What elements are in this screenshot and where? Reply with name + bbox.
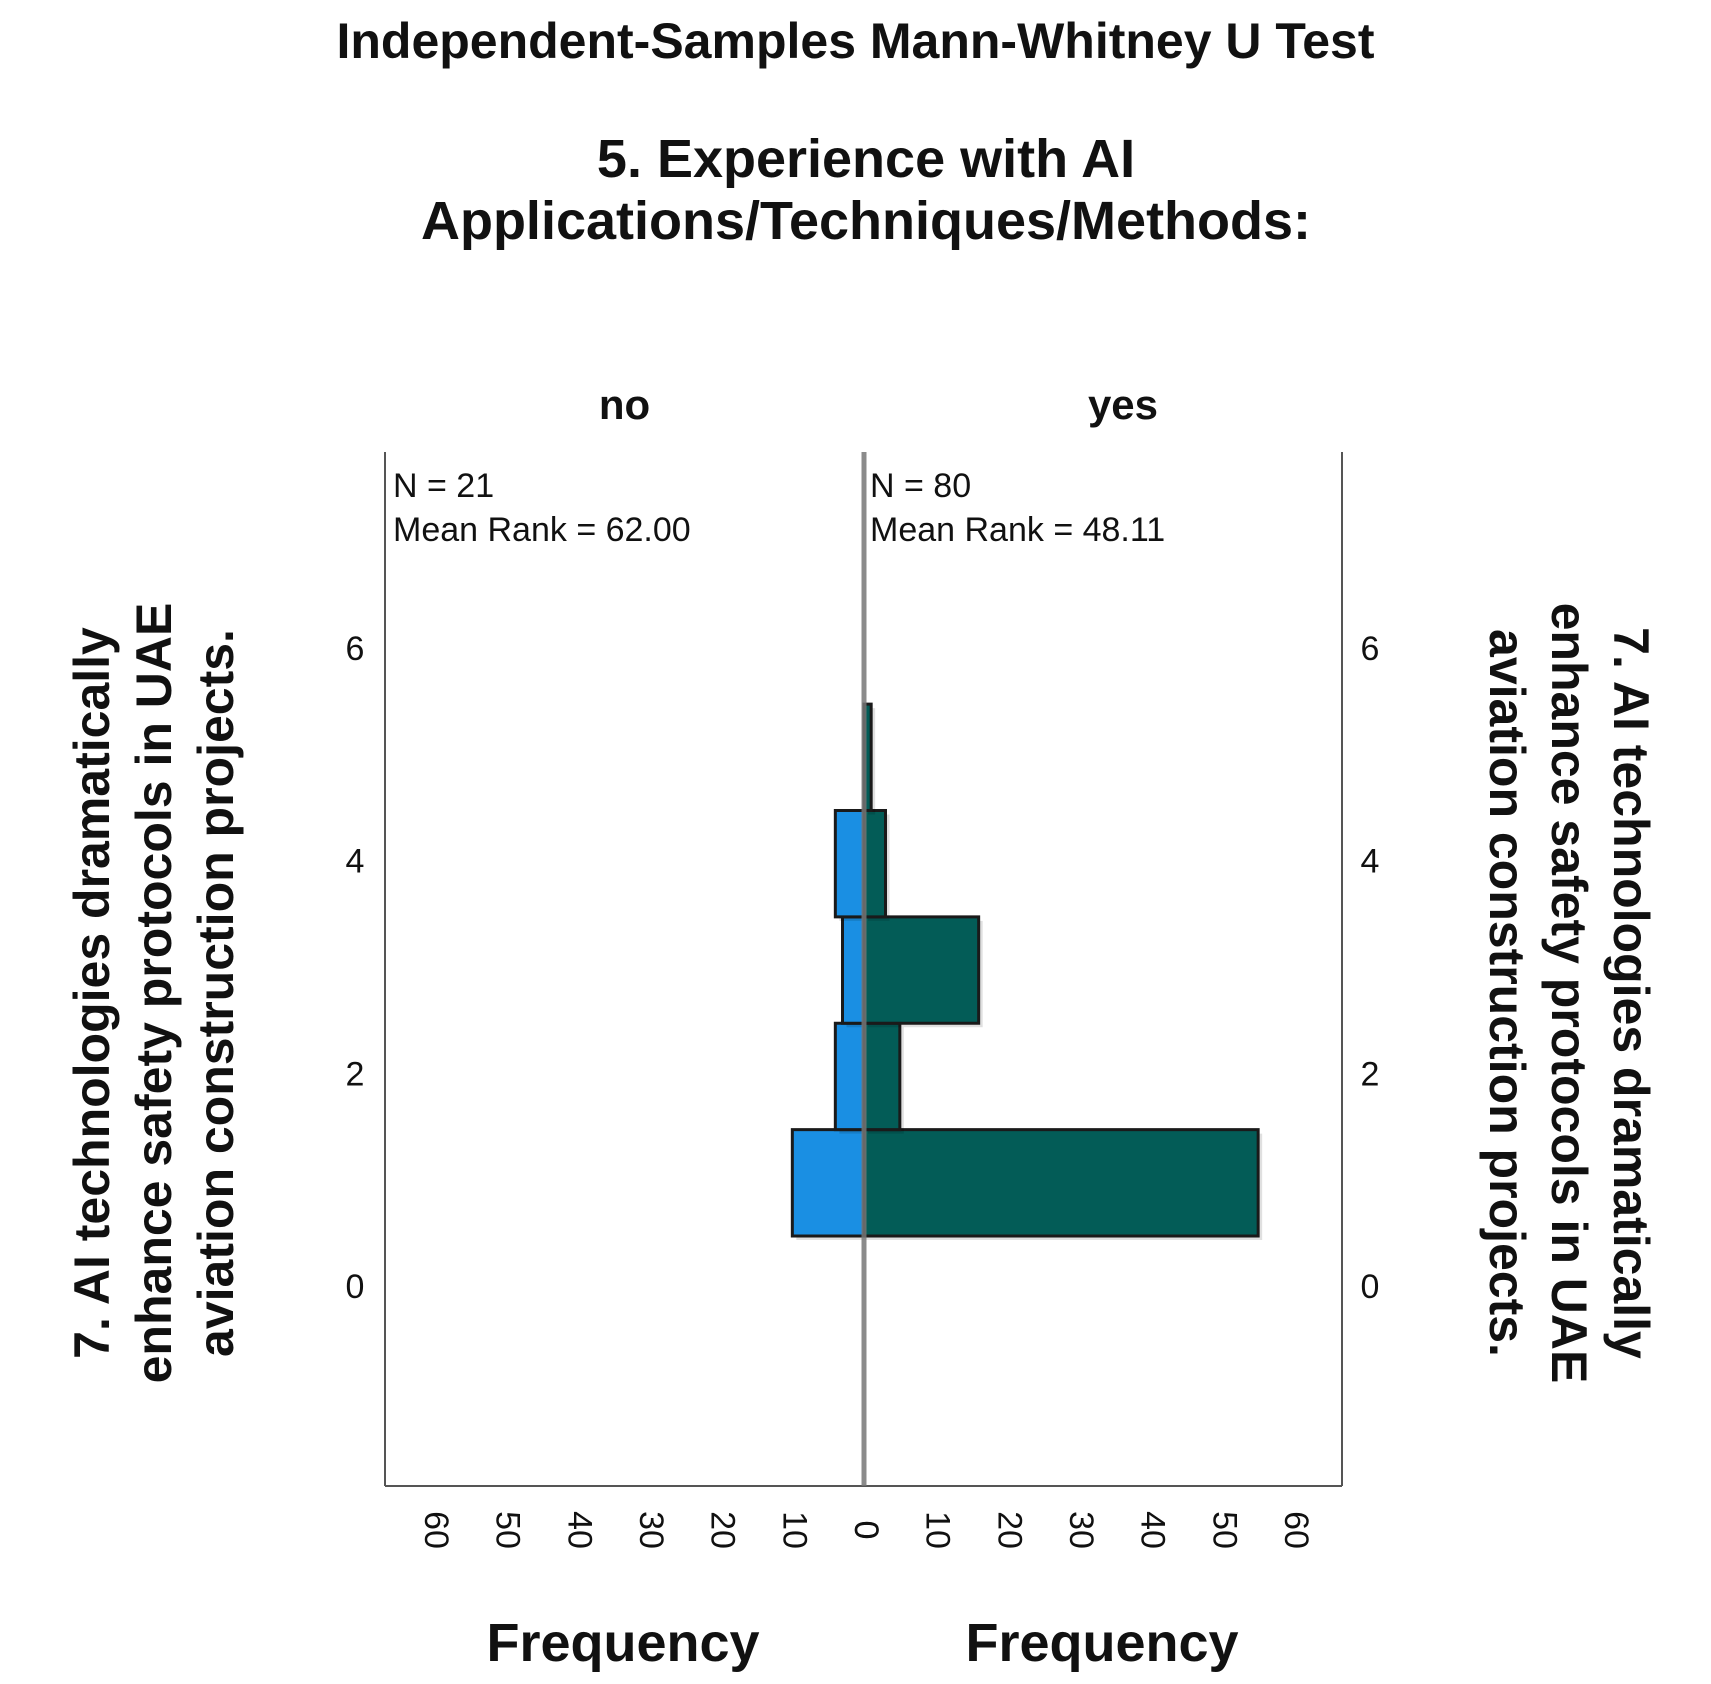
x-tick-label: 60 bbox=[417, 1511, 455, 1549]
y-tick-label: 0 bbox=[346, 1268, 365, 1306]
annotation: N = 80 bbox=[870, 467, 971, 505]
x-tick-label: 20 bbox=[990, 1511, 1028, 1549]
x-tick-label: 60 bbox=[1277, 1511, 1315, 1549]
y-tick-label: 4 bbox=[346, 843, 365, 881]
x-tick-label: 40 bbox=[560, 1511, 598, 1549]
x-tick-label: 20 bbox=[704, 1511, 742, 1549]
y-tick-label: 6 bbox=[1361, 630, 1380, 668]
x-tick-label: 10 bbox=[775, 1511, 813, 1549]
group-label: no bbox=[599, 381, 650, 428]
bar bbox=[862, 915, 981, 1025]
bar bbox=[790, 1128, 866, 1238]
y-tick-label: 4 bbox=[1361, 843, 1380, 881]
bar bbox=[833, 808, 866, 919]
x-tick-label: 0 bbox=[847, 1521, 885, 1540]
group-label: yes bbox=[1088, 381, 1158, 428]
annotation: Mean Rank = 48.11 bbox=[870, 511, 1165, 549]
x-axis-title: Frequency bbox=[965, 1613, 1239, 1673]
x-tick-label: 50 bbox=[489, 1511, 527, 1549]
x-tick-label: 50 bbox=[1205, 1511, 1243, 1549]
y-tick-label: 0 bbox=[1361, 1268, 1380, 1306]
y-tick-label: 2 bbox=[1361, 1055, 1380, 1093]
x-tick-label: 0 bbox=[847, 1521, 885, 1540]
bar bbox=[841, 915, 866, 1025]
bar bbox=[862, 808, 887, 919]
x-axis-title: Frequency bbox=[486, 1613, 760, 1673]
bar bbox=[833, 1021, 866, 1132]
annotation: Mean Rank = 62.00 bbox=[393, 511, 691, 549]
y-tick-label: 2 bbox=[346, 1055, 365, 1093]
bar bbox=[862, 1128, 1260, 1238]
chart-subtitle: 5. Experience with AI Applications/Techn… bbox=[420, 129, 1312, 251]
y-tick-label: 6 bbox=[346, 630, 365, 668]
x-tick-label: 30 bbox=[632, 1511, 670, 1549]
x-tick-label: 30 bbox=[1062, 1511, 1100, 1549]
annotation: N = 21 bbox=[393, 467, 494, 505]
x-tick-label: 10 bbox=[919, 1511, 957, 1549]
x-tick-label: 40 bbox=[1134, 1511, 1172, 1549]
bar bbox=[862, 1021, 902, 1132]
chart-title: Independent-Samples Mann-Whitney U Test bbox=[336, 13, 1375, 69]
